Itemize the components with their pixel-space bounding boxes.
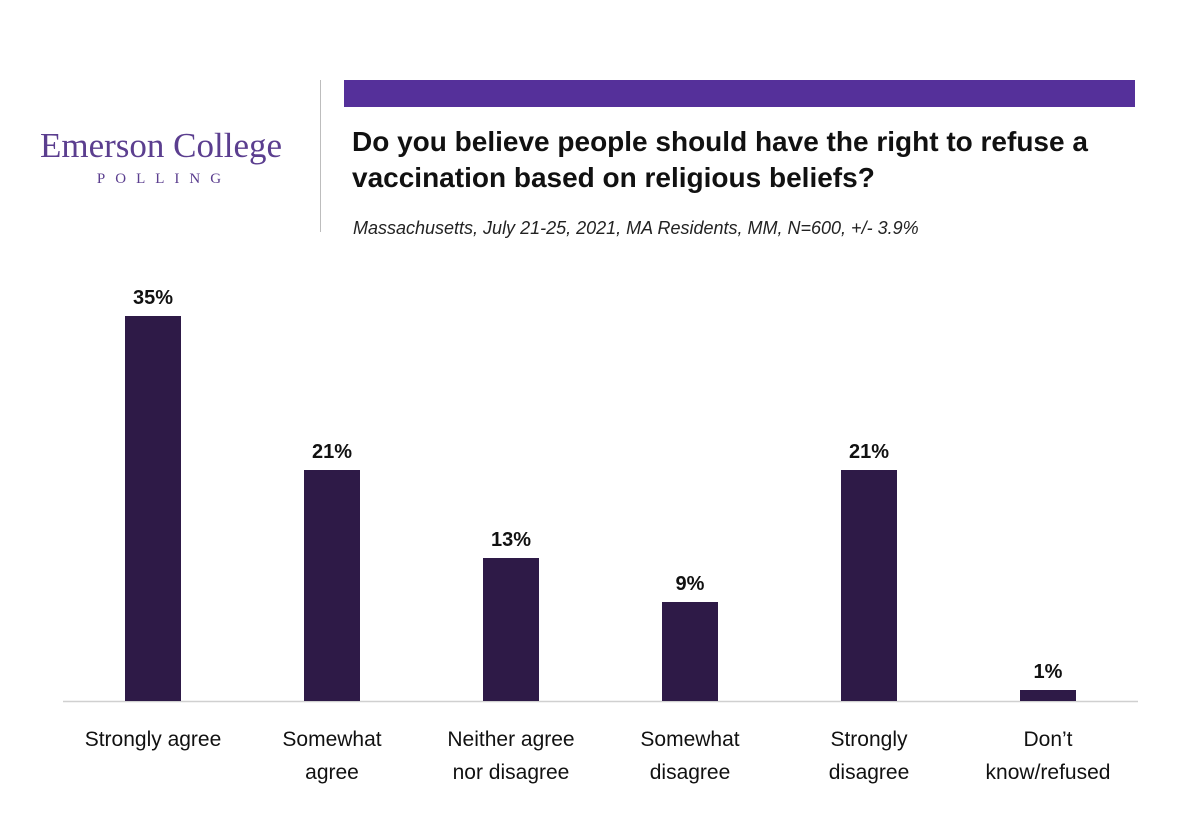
data-label: 21% <box>849 441 889 463</box>
bar <box>1020 690 1076 701</box>
bar <box>841 470 897 701</box>
category-label: Somewhat agree <box>282 728 381 784</box>
data-label: 13% <box>491 529 531 551</box>
category-label-line: disagree <box>650 761 731 784</box>
bar <box>483 558 539 701</box>
bar <box>125 316 181 701</box>
logo-name: Emerson College <box>39 126 283 165</box>
category-label: Strongly disagree <box>829 728 910 784</box>
category-label-line: Neither agree <box>447 728 574 751</box>
category-label-line: nor disagree <box>453 761 570 784</box>
emerson-college-polling-logo: Emerson College POLLING <box>0 128 318 188</box>
data-label: 35% <box>133 287 173 309</box>
category-label-line: Somewhat <box>640 728 739 751</box>
logo-subtitle: POLLING <box>96 171 232 187</box>
category-label-line: Don’t <box>1023 728 1072 751</box>
category-label-line: Strongly <box>830 728 908 751</box>
chart-subtitle: Massachusetts, July 21-25, 2021, MA Resi… <box>353 218 919 238</box>
category-label-line: agree <box>305 761 359 784</box>
category-label: Don’t know/refused <box>986 728 1111 784</box>
category-label: Strongly agree <box>85 728 222 751</box>
accent-bar <box>344 80 1135 107</box>
chart-title: Do you believe people should have the ri… <box>352 126 1088 193</box>
category-label-line: Strongly agree <box>85 728 222 751</box>
bar <box>662 602 718 701</box>
header-divider <box>320 80 321 232</box>
category-label-line: disagree <box>829 761 910 784</box>
category-label: Somewhat disagree <box>640 728 739 784</box>
data-label: 9% <box>676 573 705 595</box>
data-label: 21% <box>312 441 352 463</box>
category-label-line: know/refused <box>986 761 1111 784</box>
category-label: Neither agree nor disagree <box>447 728 574 784</box>
category-label-line: Somewhat <box>282 728 381 751</box>
data-label: 1% <box>1034 661 1063 683</box>
bar <box>304 470 360 701</box>
